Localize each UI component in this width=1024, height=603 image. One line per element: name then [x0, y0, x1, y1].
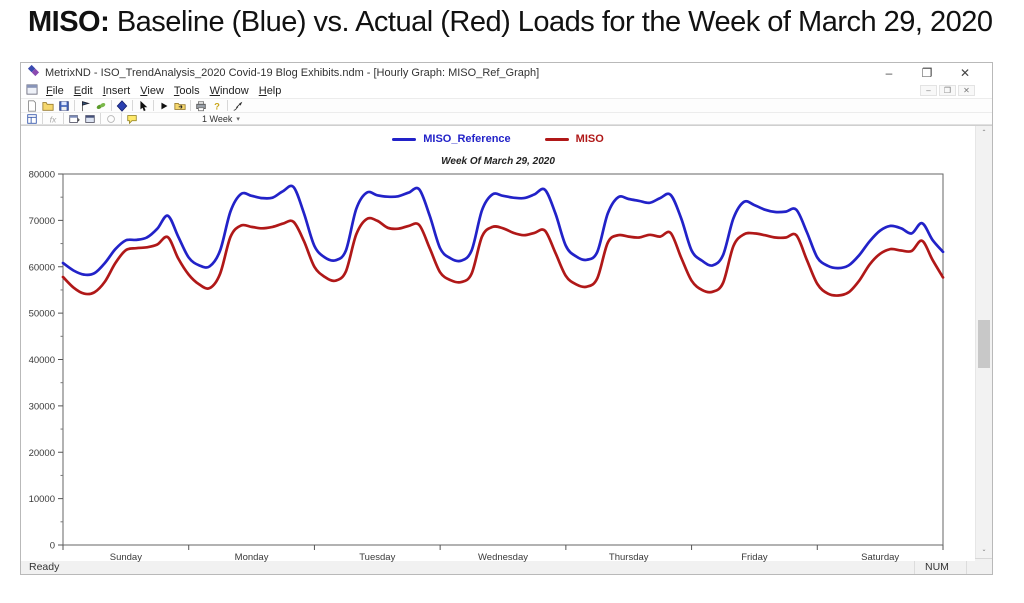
metrixnd-window: MetrixND - ISO_TrendAnalysis_2020 Covid-…	[20, 62, 993, 575]
actual-line-swatch	[544, 137, 569, 141]
svg-text:60000: 60000	[29, 262, 55, 273]
svg-text:Monday: Monday	[235, 552, 269, 563]
reference-line-swatch	[392, 137, 417, 141]
svg-text:Wednesday: Wednesday	[478, 552, 528, 563]
menu-file[interactable]: File	[46, 84, 64, 97]
chart-legend: MISO_Reference MISO	[21, 133, 975, 145]
svg-text:50000: 50000	[29, 309, 55, 320]
print-icon[interactable]	[193, 99, 209, 112]
chart-title: Week Of March 29, 2020	[441, 156, 555, 167]
status-tail-cell	[966, 559, 992, 574]
close-button[interactable]: ✕	[959, 66, 971, 80]
range-dropdown[interactable]: 1 Week ▾	[196, 114, 246, 124]
legend-label-actual: MISO	[575, 133, 604, 145]
toolbar-main: ?	[21, 98, 992, 112]
mdi-restore-button[interactable]: ❐	[939, 85, 956, 96]
restore-button[interactable]: ❐	[921, 66, 933, 80]
range-dropdown-label: 1 Week	[202, 113, 233, 124]
formula-icon[interactable]: fx	[45, 112, 61, 125]
menu-help[interactable]: Help	[258, 84, 282, 97]
menu-tools[interactable]: Tools	[173, 84, 200, 97]
menu-view[interactable]: View	[140, 84, 164, 97]
menu-bar: File Edit Insert View Tools Window Help …	[21, 83, 992, 98]
legend-item-actual: MISO	[544, 133, 604, 145]
scroll-up-icon[interactable]: ⌃	[981, 130, 987, 136]
open-file-icon[interactable]	[40, 99, 56, 112]
export-icon[interactable]	[172, 99, 188, 112]
menu-insert[interactable]: Insert	[102, 84, 131, 97]
toolbar-secondary: fx 1 Week ▾	[21, 112, 992, 125]
help-icon[interactable]: ?	[209, 99, 225, 112]
navigator-icon[interactable]	[114, 99, 130, 112]
save-icon[interactable]	[56, 99, 72, 112]
svg-text:Tuesday: Tuesday	[359, 552, 395, 563]
mdi-minimize-button[interactable]: –	[920, 85, 937, 96]
new-file-icon[interactable]	[24, 99, 40, 112]
svg-text:10000: 10000	[29, 494, 55, 505]
svg-text:80000: 80000	[29, 170, 55, 181]
page-title-rest: Baseline (Blue) vs. Actual (Red) Loads f…	[109, 6, 993, 38]
page-title-bold: MISO:	[28, 6, 110, 38]
pointer-icon[interactable]	[135, 99, 151, 112]
select-icon[interactable]	[230, 99, 246, 112]
refresh-icon[interactable]	[103, 112, 119, 125]
app-logo-icon	[27, 64, 40, 82]
svg-text:Friday: Friday	[741, 552, 768, 563]
svg-text:Sunday: Sunday	[110, 552, 142, 563]
mdi-close-button[interactable]: ✕	[958, 85, 975, 96]
child-window-icon	[26, 83, 38, 98]
vertical-scrollbar[interactable]: ⌃ ⌄	[975, 126, 992, 558]
line-chart-plot: 0 10000 20000 30000 40000 50000 60000 70000 8000…	[29, 170, 945, 563]
properties-icon[interactable]	[24, 112, 40, 125]
comment-icon[interactable]	[124, 112, 140, 125]
chart-canvas: MISO_Reference MISO Week Of March 29, 20…	[21, 126, 976, 563]
svg-text:20000: 20000	[29, 448, 55, 459]
minimize-button[interactable]: –	[885, 66, 893, 80]
page-title: MISO: Baseline (Blue) vs. Actual (Red) L…	[28, 6, 993, 39]
chevron-down-icon: ▾	[236, 115, 240, 123]
graph-view: MISO_Reference MISO Week Of March 29, 20…	[21, 125, 992, 563]
window-view-icon[interactable]	[82, 112, 98, 125]
svg-text:30000: 30000	[29, 401, 55, 412]
title-bar: MetrixND - ISO_TrendAnalysis_2020 Covid-…	[21, 63, 992, 83]
menu-window[interactable]: Window	[209, 84, 249, 97]
legend-label-reference: MISO_Reference	[423, 133, 511, 145]
svg-text:70000: 70000	[29, 216, 55, 227]
flag-icon[interactable]	[77, 99, 93, 112]
legend-item-reference: MISO_Reference	[392, 133, 511, 145]
svg-text:Saturday: Saturday	[861, 552, 899, 563]
scroll-down-icon[interactable]: ⌄	[981, 547, 987, 553]
svg-text:40000: 40000	[29, 355, 55, 366]
svg-text:0: 0	[50, 541, 55, 552]
menu-edit[interactable]: Edit	[73, 84, 93, 97]
window-title: MetrixND - ISO_TrendAnalysis_2020 Covid-…	[45, 67, 540, 79]
status-message: Ready	[29, 560, 60, 573]
svg-text:Thursday: Thursday	[609, 552, 649, 563]
svg-text:fx: fx	[50, 114, 57, 124]
scrollbar-thumb[interactable]	[978, 320, 991, 369]
svg-text:?: ?	[214, 100, 220, 111]
run-icon[interactable]	[156, 99, 172, 112]
num-lock-indicator: NUM	[914, 559, 966, 574]
window-restore-icon[interactable]	[66, 112, 82, 125]
paste-icon[interactable]	[93, 99, 109, 112]
